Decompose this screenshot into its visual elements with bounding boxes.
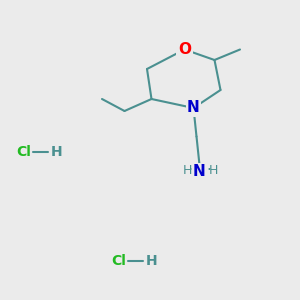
Text: N: N [187, 100, 200, 116]
Text: H: H [183, 164, 192, 178]
Text: N: N [193, 164, 206, 178]
Text: Cl: Cl [16, 145, 32, 158]
Text: H: H [51, 145, 63, 158]
Text: Cl: Cl [111, 254, 126, 268]
Text: ·: · [206, 164, 211, 178]
Text: H: H [208, 164, 218, 178]
Text: O: O [178, 42, 191, 57]
Text: H: H [146, 254, 157, 268]
Text: ·: · [189, 164, 194, 178]
